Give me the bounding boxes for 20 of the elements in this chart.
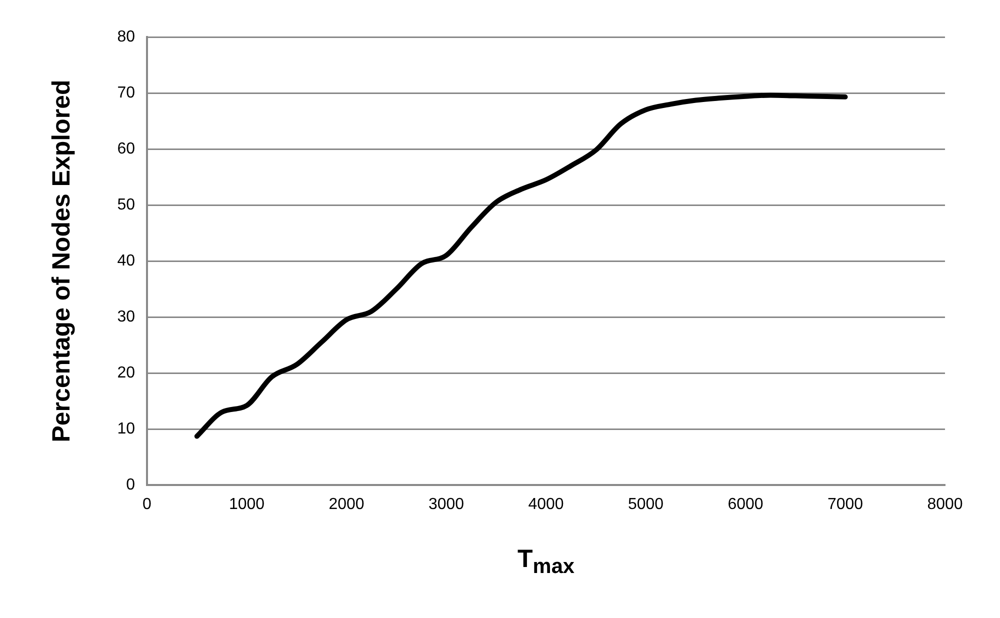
x-tick-label: 6000 bbox=[728, 496, 764, 514]
y-tick-label: 30 bbox=[117, 308, 136, 326]
x-tick-label: 5000 bbox=[628, 496, 664, 514]
x-tick-label: 8000 bbox=[927, 496, 963, 514]
y-tick-label: 40 bbox=[117, 252, 136, 270]
x-tick-label: 1000 bbox=[228, 496, 265, 514]
y-tick-label: 10 bbox=[117, 420, 136, 438]
y-axis-title: Percentage of Nodes Explored bbox=[48, 80, 76, 442]
x-axis-title: T$_{max}$ bbox=[518, 545, 574, 579]
x-tick-label: 7000 bbox=[827, 496, 864, 514]
x-tick-label: 3000 bbox=[428, 496, 464, 514]
x-tick-label: 4000 bbox=[528, 496, 564, 514]
y-tick-label: 70 bbox=[117, 84, 136, 102]
x-tick-label: 0 bbox=[142, 496, 152, 514]
y-tick-label: 50 bbox=[117, 196, 136, 214]
y-tick-label: 20 bbox=[117, 364, 136, 382]
y-tick-label: 80 bbox=[117, 28, 136, 46]
y-tick-label: 0 bbox=[126, 476, 136, 494]
x-tick-label: 2000 bbox=[328, 496, 364, 514]
y-tick-label: 60 bbox=[117, 140, 136, 158]
